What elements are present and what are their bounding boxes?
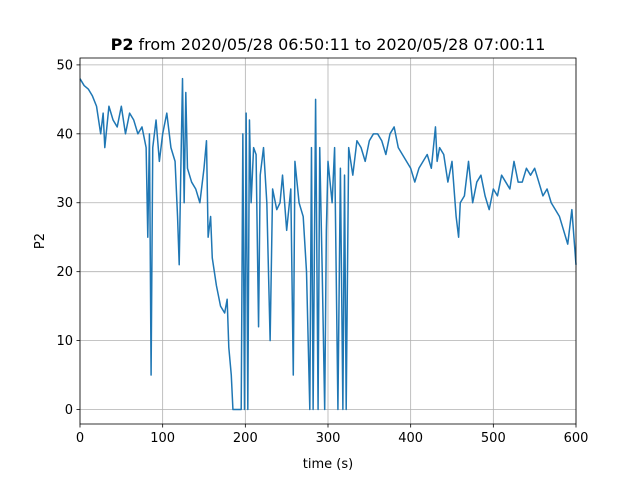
data-line xyxy=(79,77,577,411)
chart-title: P2 from 2020/05/28 06:50:11 to 2020/05/28… xyxy=(111,35,546,54)
title-bold: P2 xyxy=(111,35,134,54)
y-tick-label: 40 xyxy=(56,127,73,142)
x-axis-label: time (s) xyxy=(303,457,353,472)
x-tick-label: 0 xyxy=(76,431,84,446)
x-tick-label: 200 xyxy=(233,431,258,446)
title-text: from 2020/05/28 06:50:11 to 2020/05/28 0… xyxy=(138,35,545,54)
x-tick-label: 100 xyxy=(150,431,175,446)
x-tick-label: 300 xyxy=(316,431,341,446)
y-tick-label: 30 xyxy=(56,196,73,211)
y-tick-label: 0 xyxy=(65,403,73,418)
y-axis-label: P2 xyxy=(33,233,48,249)
x-tick-label: 600 xyxy=(564,431,589,446)
y-tick-label: 50 xyxy=(56,58,73,73)
y-tick-label: 20 xyxy=(56,265,73,280)
plot-frame xyxy=(79,57,577,425)
x-tick-label: 400 xyxy=(398,431,423,446)
y-tick-label: 10 xyxy=(56,334,73,349)
x-tick-label: 500 xyxy=(481,431,506,446)
